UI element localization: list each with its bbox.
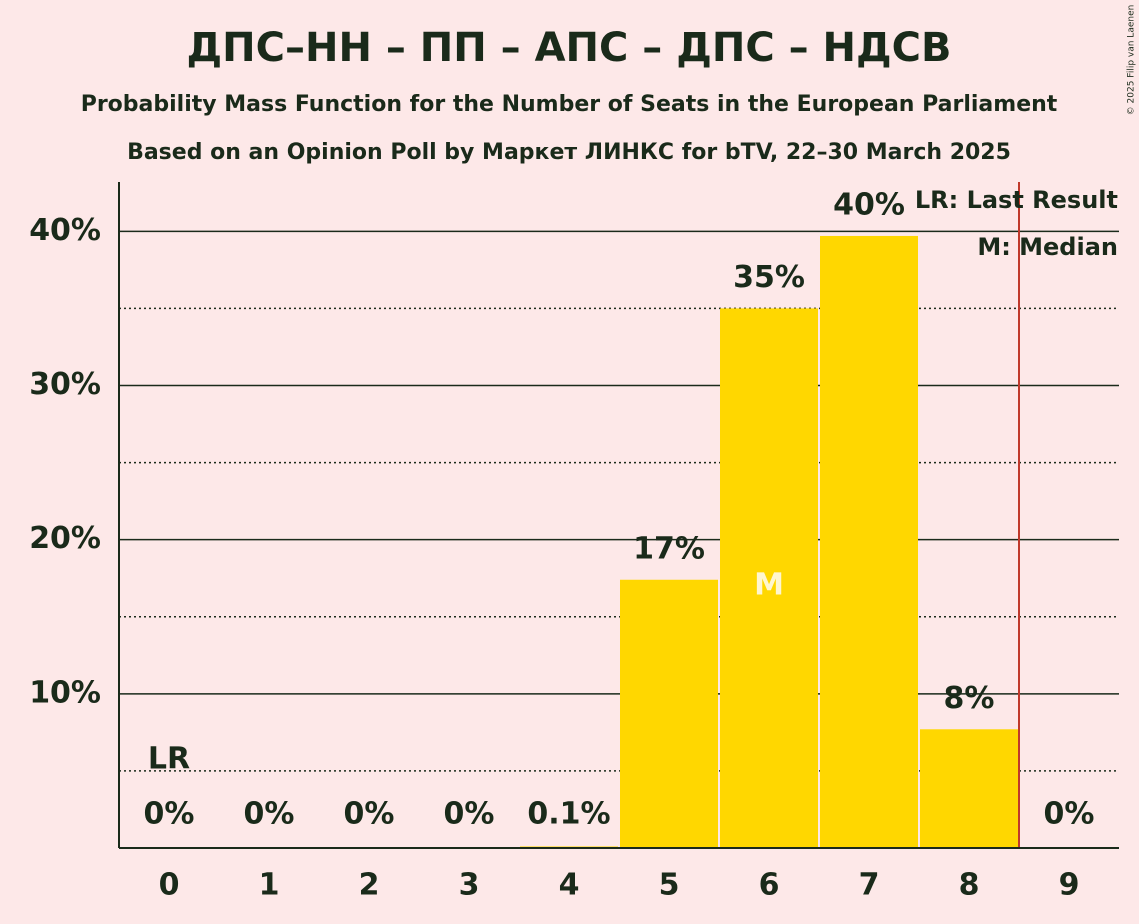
x-tick-label: 0 xyxy=(159,868,180,903)
last-result-label: LR xyxy=(148,742,190,777)
bar xyxy=(620,579,718,848)
value-label: 0% xyxy=(244,797,295,832)
chart-subtitle: Probability Mass Function for the Number… xyxy=(81,92,1058,117)
x-tick-label: 5 xyxy=(659,868,680,903)
x-tick-label: 9 xyxy=(1059,868,1080,903)
value-label: 40% xyxy=(833,187,905,222)
x-tick-label: 3 xyxy=(459,868,480,903)
bar xyxy=(820,235,918,849)
y-tick-label: 40% xyxy=(29,213,101,248)
value-label: 0% xyxy=(144,797,195,832)
bar xyxy=(720,308,818,849)
legend-entry: LR: Last Result xyxy=(915,186,1118,214)
x-tick-label: 8 xyxy=(959,868,980,903)
chart-title: ДПС–НН – ПП – АПС – ДПС – НДСВ xyxy=(187,25,952,71)
value-label: 35% xyxy=(733,260,805,295)
x-tick-label: 1 xyxy=(259,868,280,903)
value-label: 0% xyxy=(344,797,395,832)
value-label: 8% xyxy=(944,681,995,716)
value-label: 0% xyxy=(444,797,495,832)
x-tick-label: 7 xyxy=(859,868,880,903)
y-tick-label: 20% xyxy=(29,521,101,556)
value-label: 0.1% xyxy=(527,797,610,832)
chart-subtitle: Based on an Opinion Poll by Маркет ЛИНКС… xyxy=(127,140,1011,165)
legend-entry: M: Median xyxy=(977,233,1118,261)
y-tick-label: 30% xyxy=(29,367,101,402)
x-tick-label: 2 xyxy=(359,868,380,903)
median-label: M xyxy=(754,568,784,603)
x-tick-label: 6 xyxy=(759,868,780,903)
value-label: 17% xyxy=(633,531,705,566)
copyright: © 2025 Filip van Laenen xyxy=(1127,5,1137,116)
bar xyxy=(920,729,1018,848)
y-tick-label: 10% xyxy=(29,675,101,710)
x-tick-label: 4 xyxy=(559,868,580,903)
value-label: 0% xyxy=(1044,797,1095,832)
